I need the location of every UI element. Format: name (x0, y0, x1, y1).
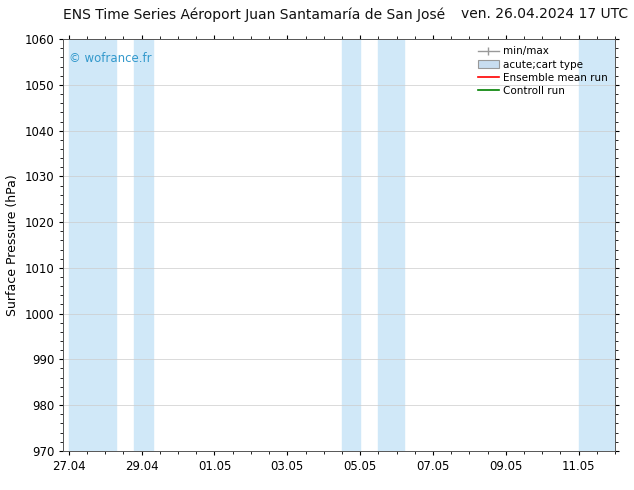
Legend: min/max, acute;cart type, Ensemble mean run, Controll run: min/max, acute;cart type, Ensemble mean … (476, 45, 610, 98)
Y-axis label: Surface Pressure (hPa): Surface Pressure (hPa) (6, 174, 19, 316)
Text: © wofrance.fr: © wofrance.fr (69, 51, 152, 65)
Bar (378, 39, 404, 451)
Bar (579, 39, 619, 451)
Text: ENS Time Series Aéroport Juan Santamaría de San José: ENS Time Series Aéroport Juan Santamaría… (63, 7, 446, 22)
Bar (69, 39, 116, 451)
Bar (134, 39, 153, 451)
Bar (342, 39, 360, 451)
Text: ven. 26.04.2024 17 UTC: ven. 26.04.2024 17 UTC (460, 7, 628, 22)
